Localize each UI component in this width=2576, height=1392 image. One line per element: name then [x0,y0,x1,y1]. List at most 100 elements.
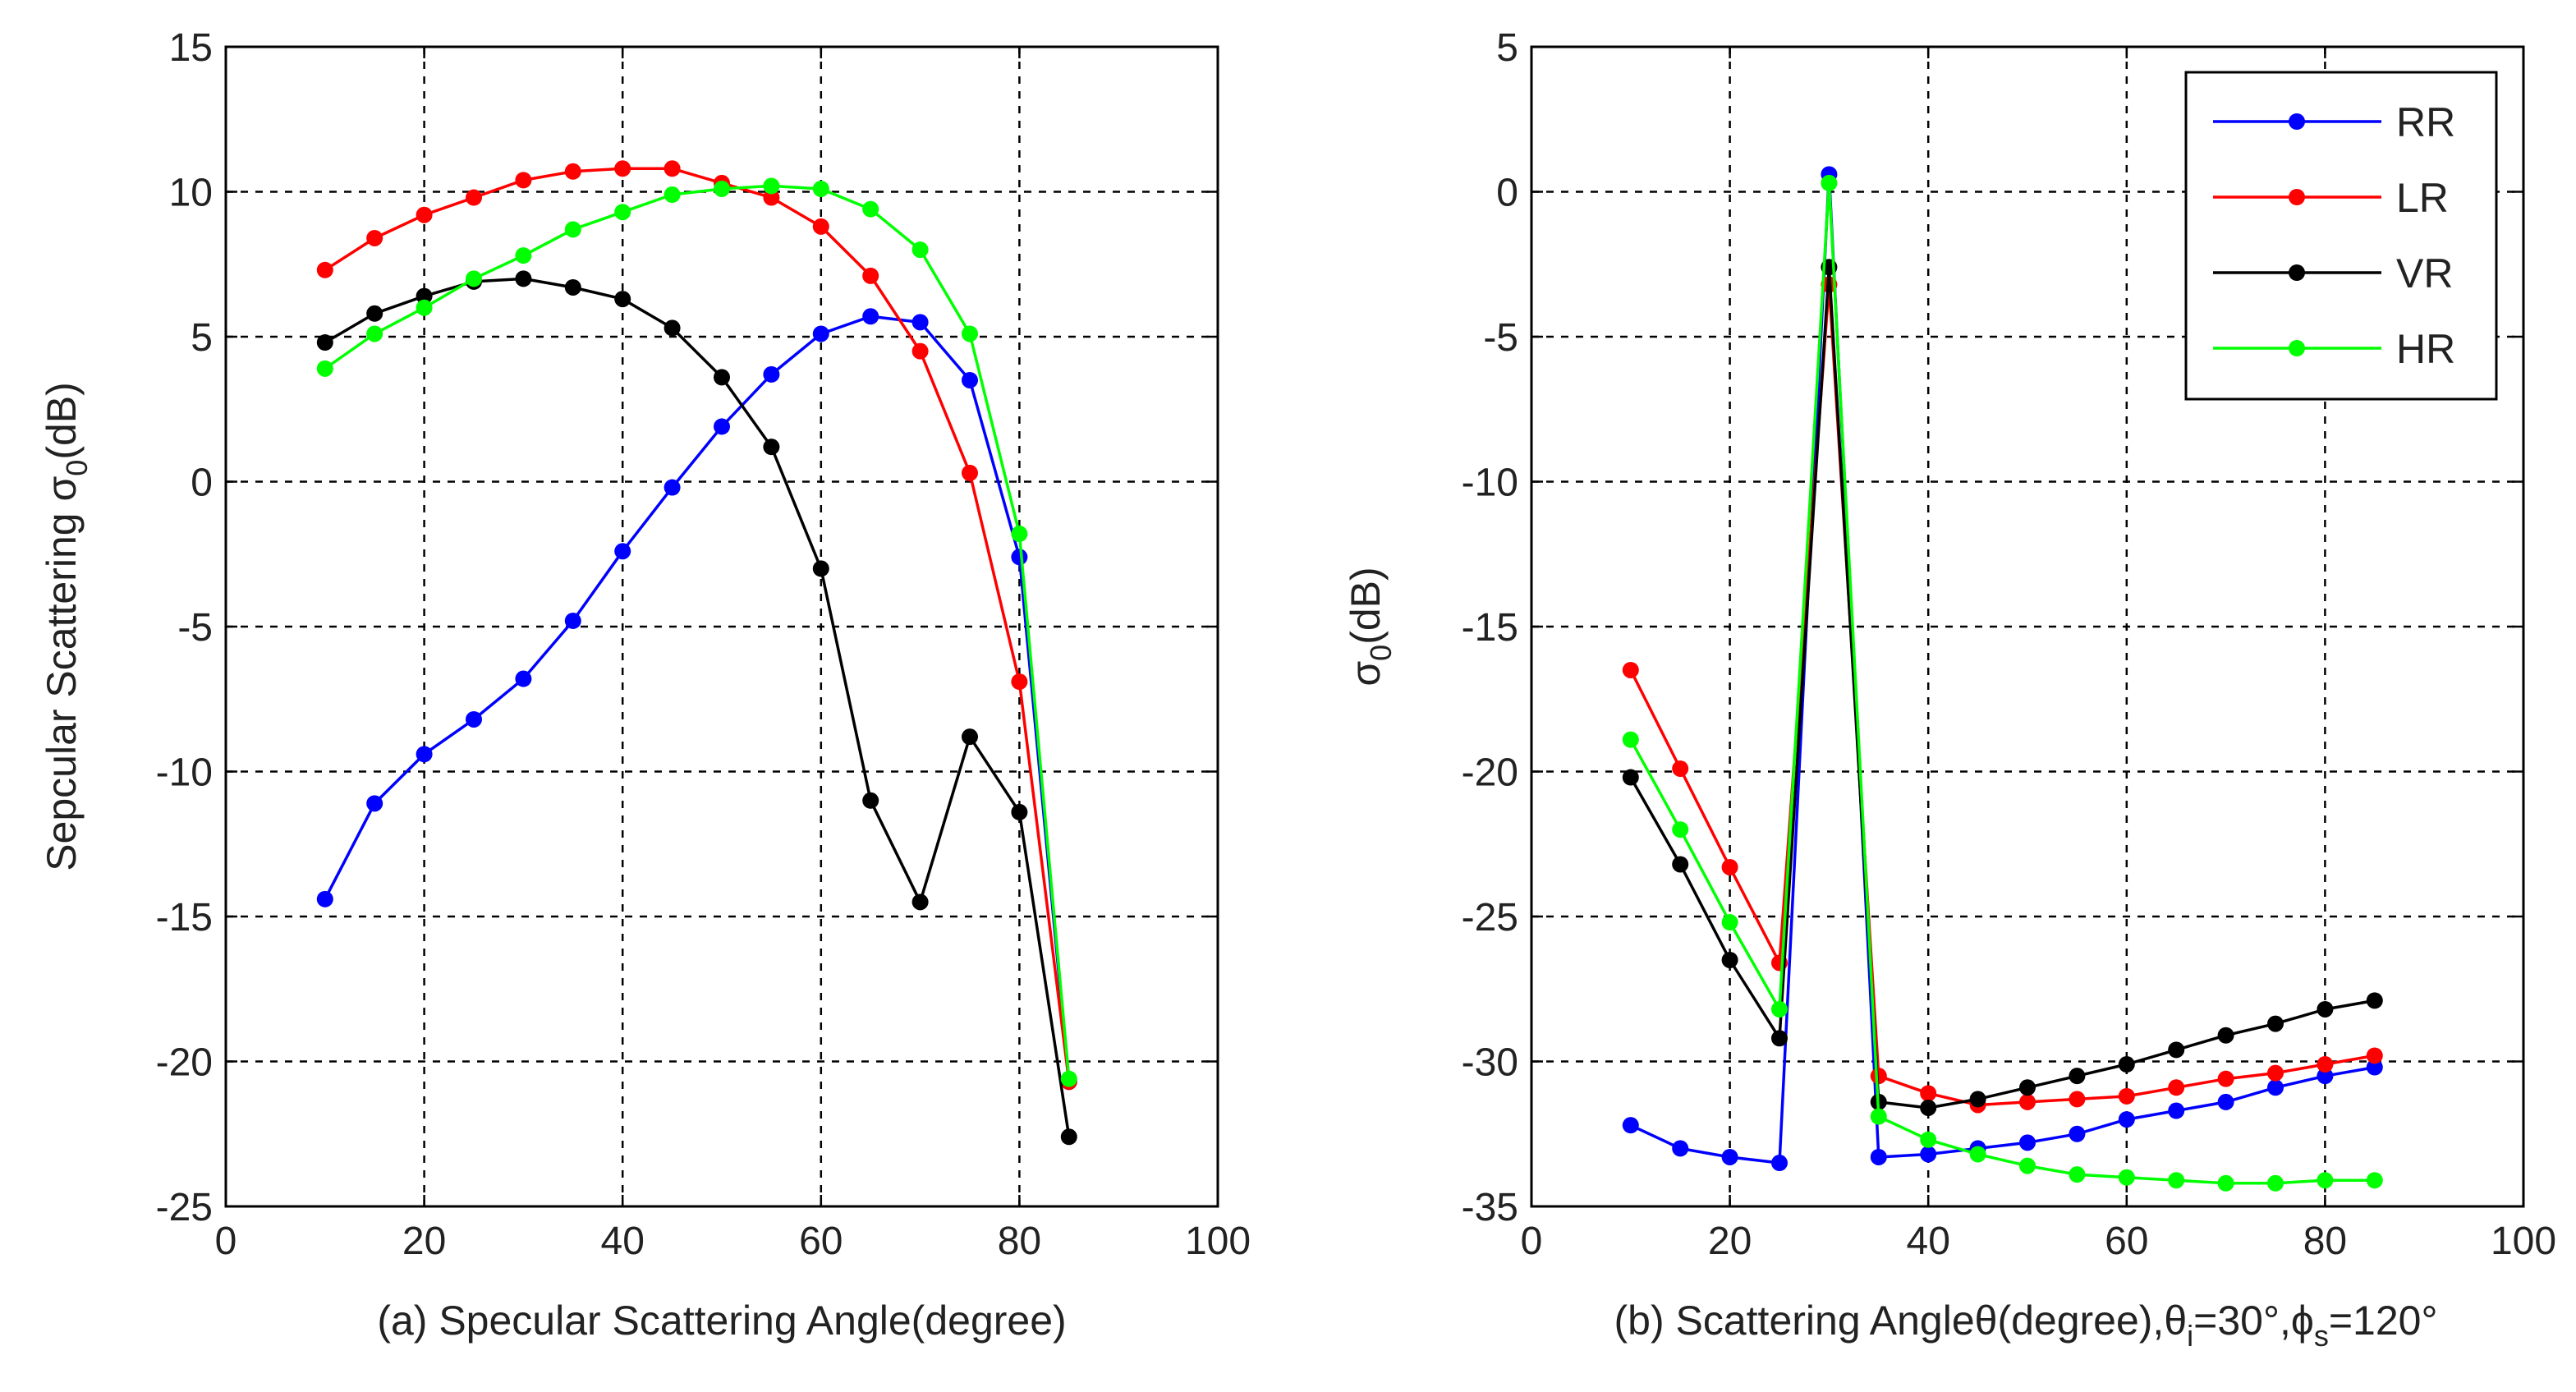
data-point-hr [2019,1157,2036,1174]
y-axis-label-b: σ0(dB) [1343,567,1398,686]
data-point-lr [466,189,482,206]
data-point-rr [911,314,929,331]
x-tick-label: 0 [215,1220,237,1263]
grid-a [226,47,1218,1206]
data-point-lr [2118,1087,2135,1105]
data-point-vr [1969,1091,1986,1108]
legend-label-lr: LR [2396,175,2449,221]
data-point-hr [714,180,730,197]
legend-marker-rr [2289,113,2305,130]
y-tick-label: -10 [1462,462,1518,505]
data-point-vr [2069,1068,2086,1085]
data-point-hr [812,180,829,197]
data-point-vr [664,319,681,337]
data-point-hr [1011,526,1028,543]
data-point-rr [1721,1148,1738,1165]
series-hr [1622,174,2383,1192]
data-point-lr [1622,661,1639,678]
data-point-hr [2168,1172,2185,1189]
data-point-vr [1721,951,1738,968]
legend: RR LR VR HR [2184,71,2498,401]
data-point-rr [714,418,730,435]
data-point-lr [2217,1070,2234,1087]
data-point-rr [1870,1148,1887,1165]
y-axis-label-a: Sepcular Scattering σ0(dB) [39,382,94,871]
data-point-hr [316,360,333,377]
data-point-lr [416,206,433,223]
data-point-rr [2267,1079,2284,1096]
y-tick-label: -20 [156,1041,213,1085]
data-point-lr [763,189,780,206]
legend-marker-hr [2289,340,2305,356]
data-point-rr [2069,1125,2086,1142]
data-point-hr [962,325,978,342]
data-point-hr [2267,1174,2284,1192]
data-point-vr [962,728,978,746]
data-point-lr [812,218,829,235]
y-tick-label: 0 [191,462,213,505]
y-tick-label: -25 [156,1186,213,1229]
legend-label-hr: HR [2396,326,2455,372]
x-tick-label: 80 [2303,1220,2347,1263]
data-point-vr [2317,1000,2334,1018]
data-point-rr [812,325,829,342]
data-point-vr [2118,1056,2135,1073]
x-axis-label-b-part3: =120° [2329,1298,2438,1344]
data-point-vr [316,334,333,351]
legend-marker-lr [2289,189,2305,205]
data-point-vr [2366,992,2383,1009]
x-tick-label: 20 [402,1220,446,1263]
data-point-hr [1622,731,1639,748]
x-tick-label: 0 [1521,1220,1543,1263]
series-lr [1622,276,2383,1114]
data-point-lr [366,229,383,246]
data-point-lr [515,172,532,189]
y-axis-label-b-tail: (dB) [1343,567,1389,644]
data-point-lr [2267,1064,2284,1082]
data-point-vr [366,305,383,322]
series-hr [316,177,1077,1087]
data-point-lr [2317,1056,2334,1073]
data-point-rr [763,365,780,383]
y-tick-label: -5 [1483,316,1518,360]
y-tick-label: -30 [1462,1041,1518,1085]
x-axis-label-b-part2: =30°,ϕ [2193,1298,2314,1344]
x-tick-label: 60 [2105,1220,2148,1263]
x-tick-label: 80 [998,1220,1041,1263]
data-point-vr [1060,1128,1077,1146]
data-point-lr [2366,1047,2383,1064]
data-point-hr [614,204,631,221]
y-tick-label: -15 [1462,606,1518,650]
data-point-lr [2019,1093,2036,1110]
data-point-rr [862,308,879,325]
data-point-rr [2317,1068,2334,1085]
data-point-lr [614,160,631,177]
data-point-hr [1920,1131,1937,1148]
data-point-hr [2217,1174,2234,1192]
series-a [316,160,1077,1146]
data-point-lr [1920,1085,1937,1102]
data-point-hr [1771,1000,1788,1018]
data-point-vr [2217,1027,2234,1044]
y-tick-label: 10 [169,172,213,215]
data-point-rr [664,479,681,496]
data-point-vr [763,439,780,456]
data-point-rr [416,746,433,763]
data-point-rr [1622,1117,1639,1134]
data-point-lr [2069,1091,2086,1108]
x-tick-label: 40 [601,1220,645,1263]
data-point-vr [515,270,532,287]
data-point-lr [316,261,333,278]
series-rr [316,308,1077,1091]
data-point-vr [1011,803,1028,820]
x-axis-label-b-part1: (b) Scattering Angleθ(degree),θ [1614,1298,2188,1344]
y-tick-label: -25 [1462,896,1518,939]
data-point-rr [1011,549,1028,566]
x-tick-label: 100 [2491,1220,2556,1263]
data-point-lr [862,267,879,284]
data-point-rr [2366,1059,2383,1076]
data-point-vr [911,894,929,911]
data-point-rr [466,710,482,728]
data-point-vr [614,291,631,308]
